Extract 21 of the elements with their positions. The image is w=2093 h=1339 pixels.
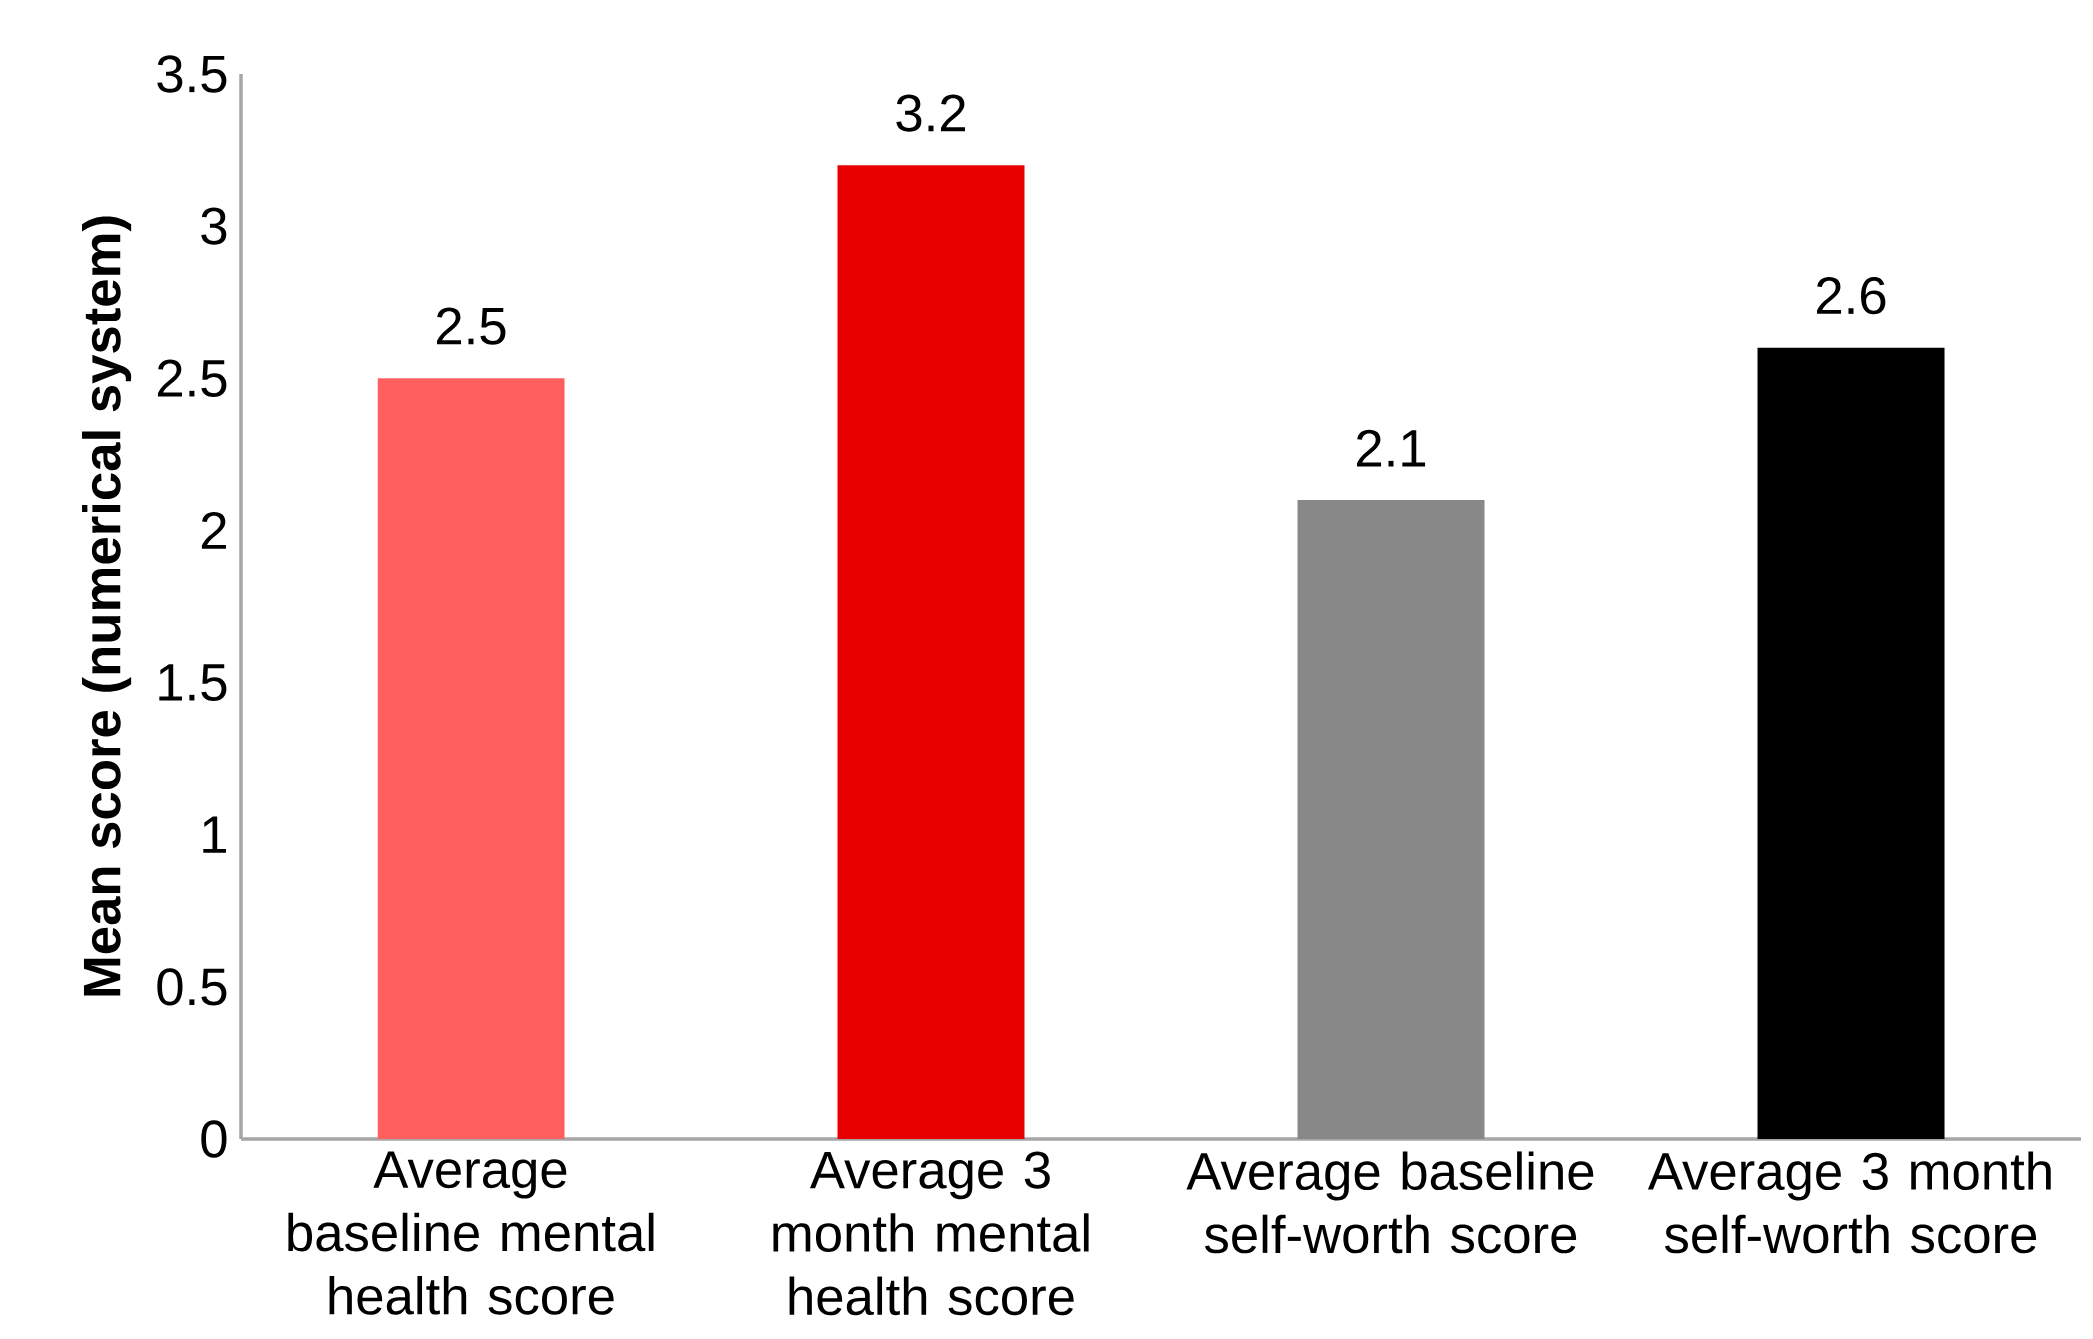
bar [377, 378, 565, 1139]
data-label: 2.5 [437, 307, 506, 345]
data-label: 2.1 [1357, 429, 1426, 467]
data-label: 2.6 [1817, 277, 1886, 315]
x-tick-label: Average baseline self-worth score [1186, 1151, 1594, 1254]
y-tick-label: 1 [203, 816, 226, 853]
x-tick-label: Average 3 month mental health score [773, 1151, 1089, 1316]
y-tick-label: 3 [201, 207, 227, 245]
y-tick-label: 2 [201, 512, 226, 549]
bar [837, 165, 1025, 1139]
bar [1757, 347, 1945, 1139]
y-tick-label: 0 [201, 1120, 227, 1158]
y-tick-label: 0.5 [157, 968, 227, 1006]
x-tick-label: Average baseline mental health score [288, 1151, 654, 1315]
data-label: 3.2 [896, 94, 966, 132]
x-tick-label: Average 3 month self-worth score [1647, 1151, 2051, 1254]
y-axis-title: Mean score (numerical system) [82, 216, 132, 996]
y-tick-label: 2.5 [157, 359, 227, 397]
y-tick-label: 3.5 [157, 55, 227, 93]
y-tick-label: 1.5 [159, 664, 227, 701]
bar [1297, 500, 1485, 1139]
